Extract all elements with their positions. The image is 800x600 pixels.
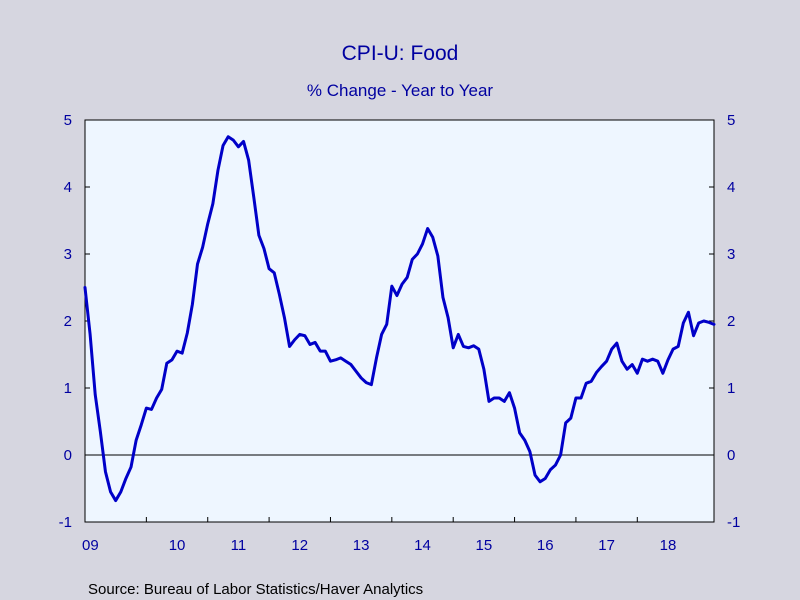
y-tick-label-right: 2 [727, 313, 735, 330]
x-tick-label: 18 [660, 537, 677, 554]
x-tick-label: 14 [414, 537, 431, 554]
x-tick-label: 09 [82, 537, 99, 554]
axes-layer: 5 54 43 32 21 10 0-1 -109 10 11 12 13 14 15 16 17 18 [59, 112, 741, 554]
y-tick-label-left: 0 [64, 447, 72, 464]
y-tick-label-right: 4 [727, 179, 735, 196]
y-tick-label-right: 3 [727, 246, 735, 263]
x-tick-label: 15 [476, 537, 493, 554]
y-tick-label-left: 5 [64, 112, 72, 129]
y-tick-label-left: 2 [64, 313, 72, 330]
x-tick-label: 12 [291, 537, 308, 554]
plot-area [84, 119, 715, 523]
y-tick-label-right: 1 [727, 380, 735, 397]
series-line-0 [83, 135, 716, 503]
x-tick-label: 13 [353, 537, 370, 554]
x-tick-label: 17 [598, 537, 615, 554]
y-tick-label-right: 5 [727, 112, 735, 129]
chart-subtitle: % Change - Year to Year [307, 81, 494, 100]
x-tick-label: 11 [231, 537, 247, 554]
x-tick-label: 16 [537, 537, 554, 554]
series-layer [83, 135, 716, 503]
source-note: Source: Bureau of Labor Statistics/Haver… [88, 581, 423, 598]
y-tick-label-right: -1 [727, 514, 740, 531]
y-tick-label-left: 1 [64, 380, 72, 397]
chart-title: CPI-U: Food [342, 42, 459, 65]
y-tick-label-left: 4 [64, 179, 72, 196]
y-tick-label-right: 0 [727, 447, 735, 464]
x-tick-label: 10 [169, 537, 186, 554]
y-tick-label-left: 3 [64, 246, 72, 263]
y-tick-label-left: -1 [59, 514, 72, 531]
